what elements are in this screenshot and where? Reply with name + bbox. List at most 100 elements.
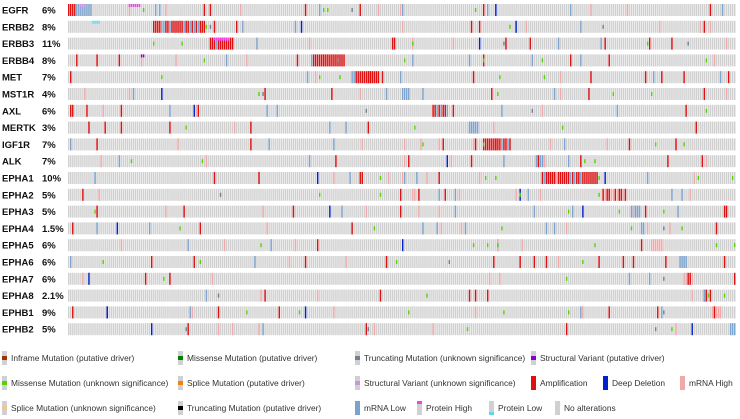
- sample-cell: [478, 104, 481, 117]
- sample-cell: [618, 4, 621, 16]
- sample-cell: [416, 155, 418, 168]
- sample-cell: [731, 20, 734, 33]
- sample-cell: [495, 188, 497, 201]
- sample-cell: [323, 222, 325, 235]
- sample-cell: [452, 71, 455, 84]
- alteration-cell: [173, 20, 175, 33]
- sample-cell: [438, 54, 440, 67]
- sample-cell: [604, 121, 606, 134]
- sample-cell: [236, 104, 238, 117]
- alteration-cell: [612, 188, 614, 201]
- sample-cell: [578, 37, 580, 50]
- gene-label: ERBB3: [2, 39, 34, 50]
- sample-cell: [711, 138, 714, 151]
- sample-cell: [272, 205, 274, 218]
- sample-cell: [280, 155, 283, 168]
- sample-cell: [533, 104, 536, 117]
- sample-cell: [375, 54, 378, 67]
- alteration-cell: [580, 20, 582, 33]
- sample-cell: [503, 188, 505, 201]
- sample-cell: [523, 20, 525, 33]
- sample-cell: [88, 188, 90, 201]
- sample-cell: [337, 188, 339, 201]
- sample-cell: [102, 155, 104, 168]
- alteration-cell: [709, 20, 712, 33]
- sample-cell: [434, 121, 436, 134]
- alteration-cell: [316, 172, 319, 184]
- sample-cell: [725, 188, 728, 201]
- sample-cell: [341, 172, 343, 184]
- sample-cell: [697, 104, 699, 117]
- sample-cell: [632, 20, 635, 33]
- sample-cell: [108, 155, 110, 168]
- sample-cell: [406, 54, 408, 67]
- sample-cell: [448, 138, 451, 151]
- sample-cell: [610, 155, 612, 168]
- gene-percent: 5%: [42, 190, 56, 201]
- sample-cell: [683, 155, 685, 168]
- sample-cell: [709, 104, 712, 117]
- sample-cell: [565, 138, 568, 151]
- sample-cell: [373, 188, 376, 201]
- sample-cell: [582, 4, 584, 16]
- sample-cell: [114, 138, 117, 151]
- sample-cell: [296, 20, 299, 33]
- sample-cell: [177, 37, 179, 50]
- sample-cell: [132, 54, 135, 67]
- alteration-cell: [572, 205, 574, 218]
- alteration-cell: [590, 4, 592, 16]
- sample-cell: [497, 188, 499, 201]
- sample-cell: [74, 104, 76, 117]
- alteration-cell: [426, 172, 428, 184]
- sample-cell: [464, 205, 467, 218]
- sample-cell: [100, 205, 102, 218]
- sample-cell: [327, 88, 329, 100]
- mutation-glyph: [618, 209, 621, 214]
- sample-cell: [456, 37, 459, 50]
- alteration-cell: [600, 37, 602, 50]
- sample-cell: [163, 172, 165, 184]
- alteration-cell: [446, 104, 448, 117]
- sample-cell: [703, 71, 706, 84]
- sample-cell: [189, 155, 191, 168]
- alteration-cell: [365, 205, 368, 218]
- sample-cell: [110, 20, 112, 33]
- sample-cell: [659, 104, 661, 117]
- alteration-cell: [604, 172, 606, 184]
- alteration-cell: [557, 37, 560, 50]
- sample-cell: [721, 188, 724, 201]
- sample-cell: [272, 172, 274, 184]
- sample-cell: [395, 222, 398, 235]
- alteration-cell: [468, 54, 471, 67]
- sample-cell: [306, 4, 309, 16]
- sample-cell: [88, 138, 90, 151]
- sample-cell: [242, 205, 244, 218]
- sample-cell: [501, 88, 503, 100]
- sample-cell: [454, 20, 457, 33]
- sample-cell: [195, 4, 197, 16]
- sample-cell: [406, 205, 408, 218]
- sample-cell: [213, 71, 216, 84]
- sample-cell: [304, 104, 307, 117]
- sample-cell: [592, 138, 594, 151]
- sample-cell: [561, 4, 564, 16]
- alteration-cell: [624, 188, 627, 201]
- sample-cell: [509, 155, 511, 168]
- sample-cell: [227, 172, 230, 184]
- gene-percent: 6%: [42, 106, 56, 117]
- sample-cell: [84, 121, 86, 134]
- sample-cell: [600, 88, 602, 100]
- sample-cell: [559, 20, 562, 33]
- sample-cell: [335, 172, 337, 184]
- sample-cell: [480, 37, 483, 50]
- mutation-glyph: [258, 92, 260, 96]
- sample-cell: [138, 4, 141, 16]
- sample-cell: [157, 104, 159, 117]
- sample-cell: [679, 71, 681, 84]
- sample-cell: [140, 155, 143, 168]
- sample-cell: [563, 121, 566, 134]
- sample-cell: [584, 138, 586, 151]
- sample-cell: [630, 172, 633, 184]
- sample-cell: [165, 37, 167, 50]
- sample-cell: [252, 20, 254, 33]
